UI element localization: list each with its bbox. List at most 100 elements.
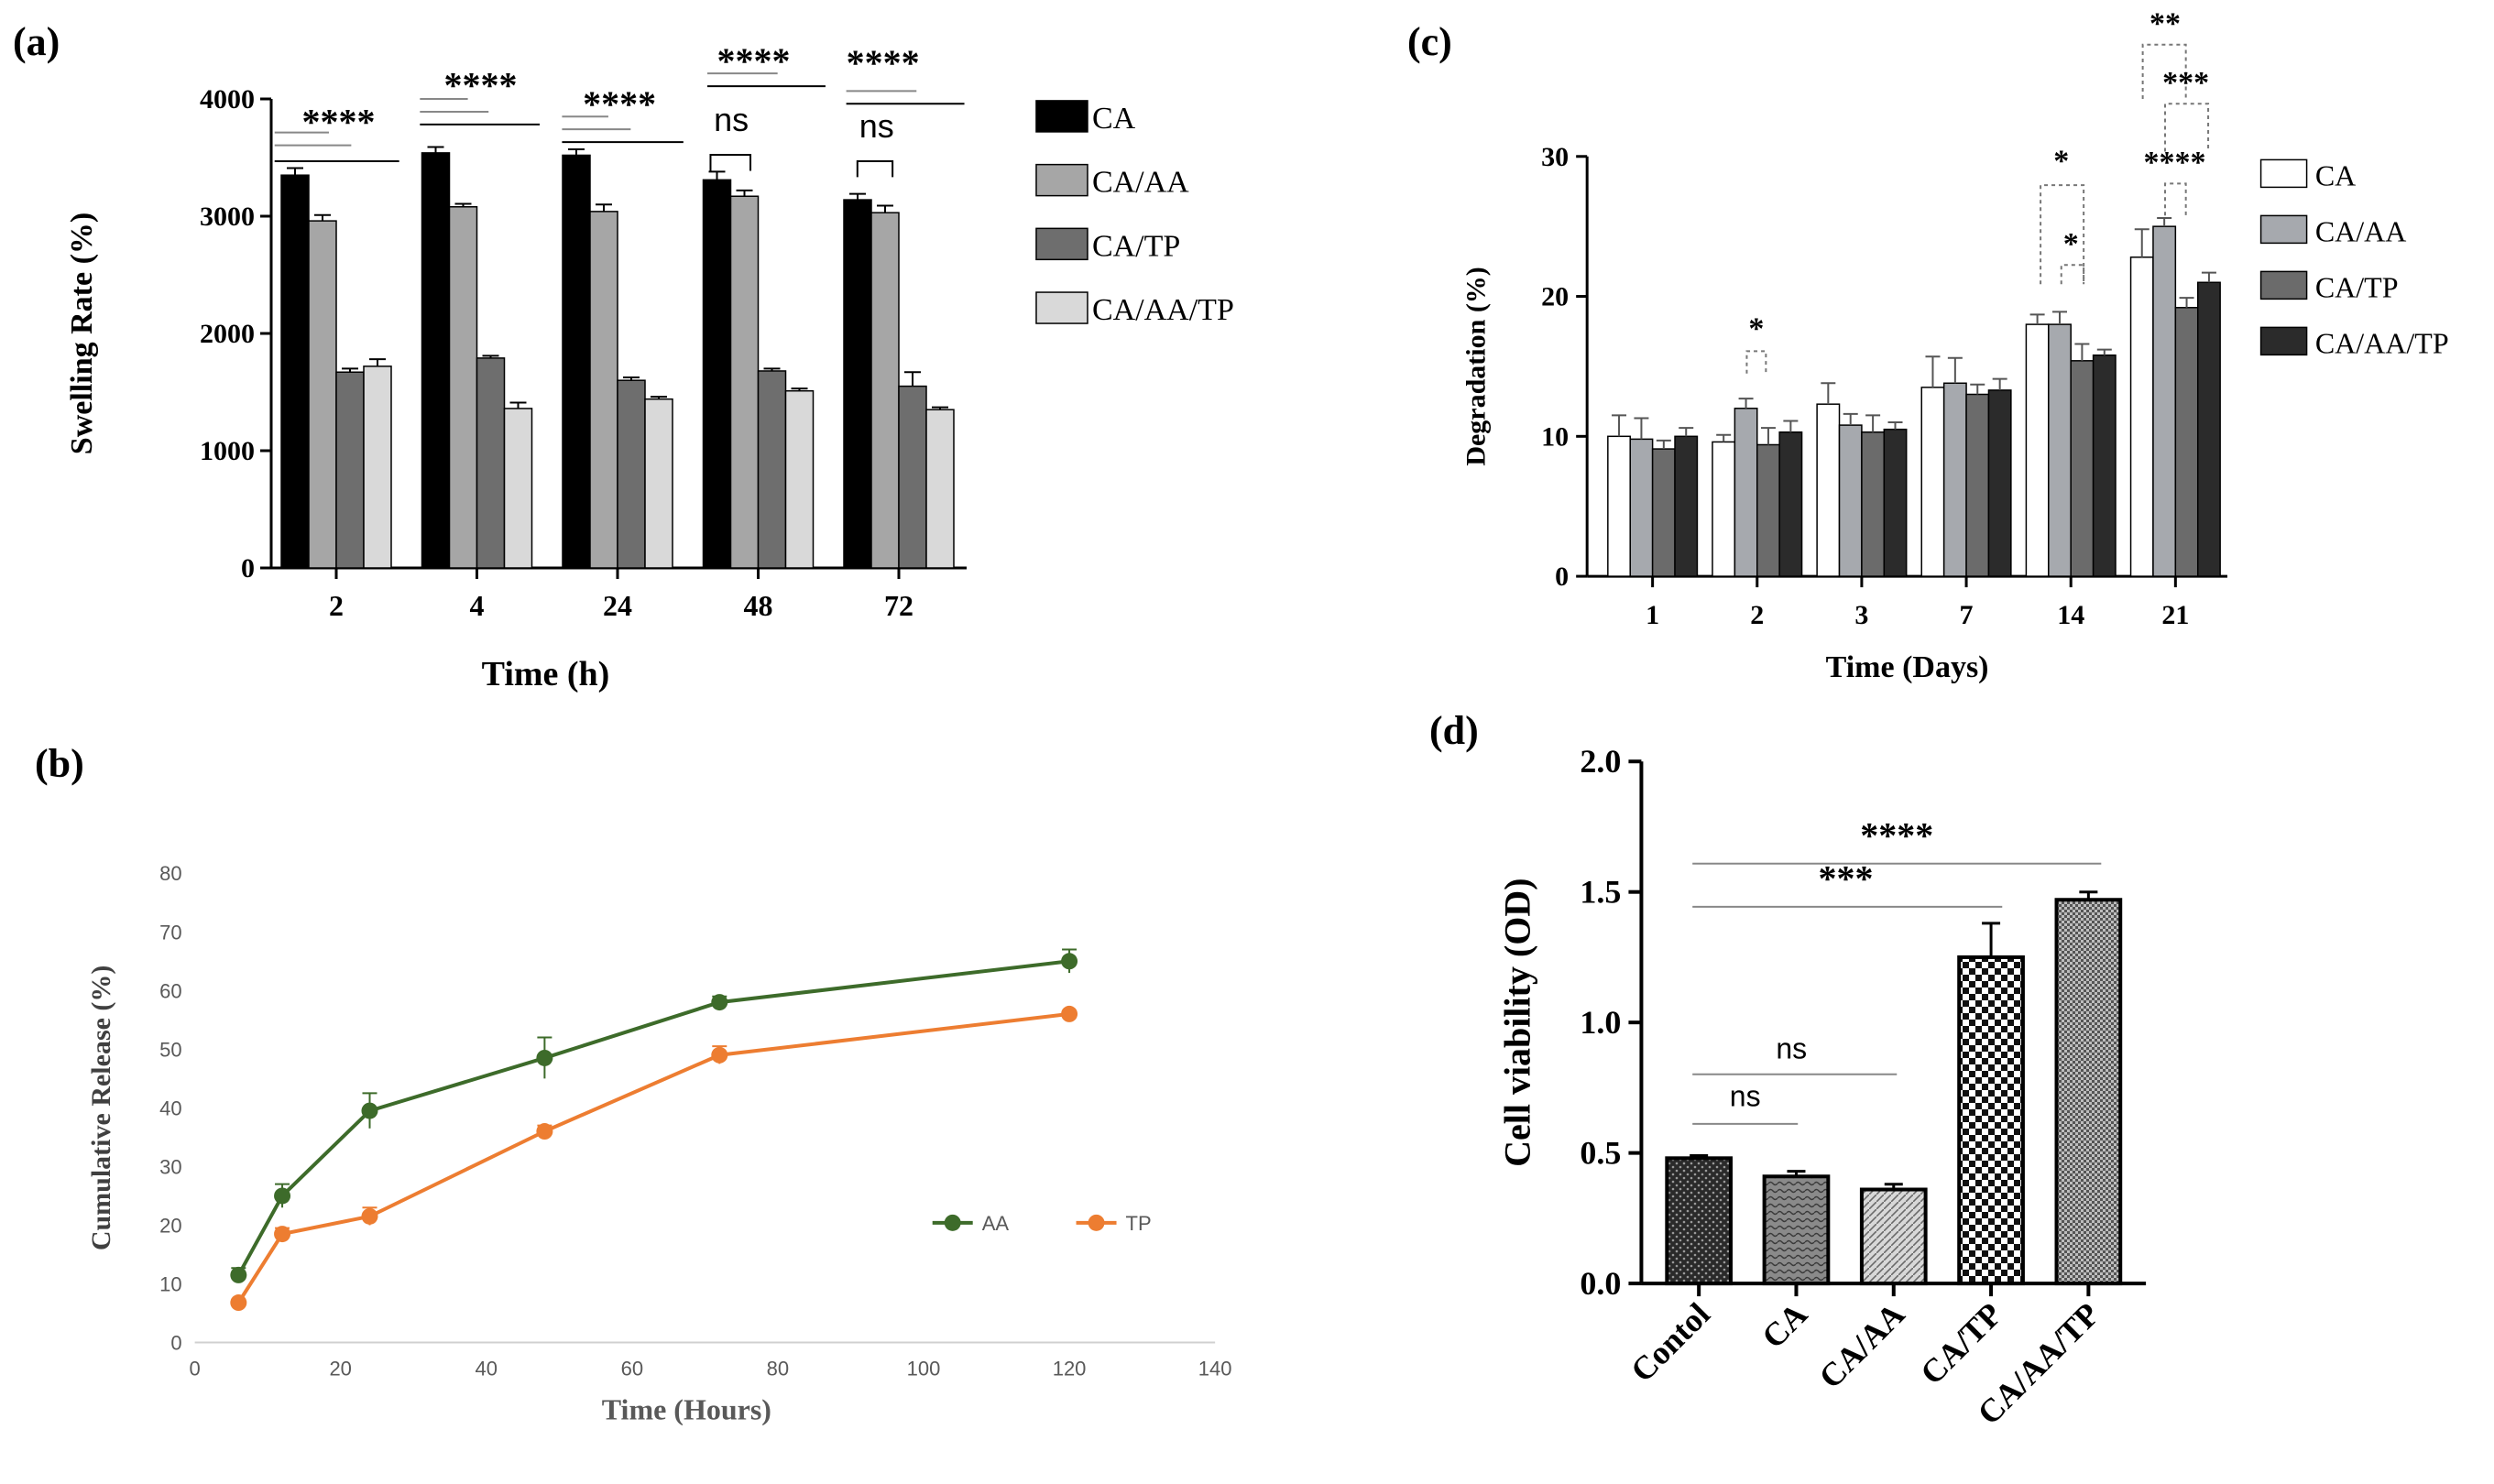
x-tick-label: 2: [1750, 600, 1764, 630]
legend-label-CA/AA: CA/AA: [1092, 166, 1189, 200]
legend-label-CA: CA: [2315, 158, 2356, 191]
y-tick-label: 30: [1541, 142, 1569, 172]
bar-CA/AA-3: [1838, 424, 1863, 577]
x-tick-label: 3: [1854, 600, 1868, 630]
x-tick-label: 24: [603, 589, 632, 622]
point-TP-120: [1061, 1005, 1078, 1022]
significance-label: **: [2149, 7, 2181, 41]
bar-CA/AA: [1859, 1187, 1928, 1286]
x-tick-label: 14: [2057, 600, 2084, 630]
chart-d: 0.0 0.5 1.0 1.5 2.0 Cell viability (OD) Contol…: [1496, 743, 2147, 1432]
legend-swatch-CA/AA/TP: [1035, 291, 1088, 324]
y-tick-label: 2.0: [1580, 743, 1621, 780]
bar-CA-24: [562, 154, 591, 569]
significance-bracket: [856, 160, 894, 178]
legend-swatch-CA/TP: [1035, 227, 1088, 261]
bar-CA/AA-7: [1942, 382, 1967, 577]
bar-CA/TP-2: [335, 371, 365, 569]
bar-CA/TP-4: [476, 357, 506, 569]
bar-CA/TP-14: [2070, 360, 2095, 577]
y-tick-label: 0.0: [1580, 1265, 1621, 1302]
panel-label-b: (b): [35, 741, 84, 786]
legend-marker-TP: [1088, 1214, 1105, 1231]
legend-label-CA/TP: CA/TP: [1092, 229, 1180, 263]
point-TP-72: [711, 1046, 728, 1064]
series-line-AA: [236, 959, 1070, 1276]
point-AA-24: [361, 1102, 378, 1119]
x-tick-label: 0: [189, 1358, 200, 1380]
significance-label: ****: [444, 64, 518, 105]
bar-CA/TP-7: [1965, 393, 1990, 577]
bar-CA/TP-24: [617, 379, 646, 569]
panel-label-a: (a): [13, 19, 60, 64]
significance-label: *: [2053, 144, 2069, 178]
bar-CA/TP: [1957, 955, 2025, 1286]
legend-label-AA: AA: [982, 1212, 1010, 1235]
significance-bracket: [709, 154, 752, 171]
legend-label-CA/AA: CA/AA: [2315, 214, 2407, 247]
x-axis-title: Time (Days): [1826, 650, 1989, 684]
legend-swatch-CA: [2259, 158, 2308, 189]
bar-CA/AA-2: [1734, 408, 1758, 577]
y-tick-label: 1.5: [1580, 874, 1621, 911]
bar-CA-72: [843, 199, 872, 569]
bar-CA/TP-48: [757, 370, 787, 569]
bar-CA-7: [1920, 387, 1945, 577]
bar-CA-2: [1712, 441, 1736, 577]
x-tick-label: 20: [329, 1358, 351, 1380]
y-axis-title: Cumulative Release (%): [86, 966, 116, 1251]
x-tick-label: 120: [1053, 1358, 1087, 1380]
bar-CA/AA-2: [308, 220, 337, 569]
chart-b: 0 10 20 30 40 50 60 70 80 0 20 40 60 80 100 120 140 Time …: [86, 862, 1232, 1425]
y-tick-label: 2000: [200, 319, 255, 349]
bar-CA/AA/TP-72: [925, 409, 955, 569]
bar-CA/AA/TP-2: [1778, 431, 1803, 577]
x-tick-label: 60: [621, 1358, 643, 1380]
legend-label-CA/TP: CA/TP: [2315, 270, 2399, 303]
significance-label: ****: [583, 83, 656, 125]
bar-CA/TP-2: [1756, 443, 1780, 577]
significance-label: ns: [1730, 1080, 1761, 1113]
bar-CA/TP-21: [2174, 307, 2199, 577]
x-tick-label: 72: [884, 589, 913, 622]
significance-bracket: [2141, 43, 2187, 100]
bar-CA-4: [421, 152, 451, 569]
bar-Contol: [1665, 1156, 1734, 1286]
chart-c: 0 10 20 30 1 2 3 7 14 21 Time (Days) Degradation (%…: [1461, 7, 2449, 684]
bar-CA/AA/TP-3: [1883, 428, 1908, 577]
bar-CA/AA/TP-4: [503, 408, 533, 569]
point-TP-24: [361, 1207, 378, 1225]
x-tick-label: 48: [744, 589, 773, 622]
bar-CA/TP-3: [1861, 431, 1886, 577]
x-tick-label: CA/TP: [1913, 1295, 2009, 1391]
significance-bracket: [2060, 264, 2085, 285]
point-AA-6: [230, 1266, 247, 1283]
significance-bracket: [2040, 184, 2085, 285]
bar-CA-2: [280, 174, 310, 569]
bar-CA-21: [2129, 256, 2154, 577]
point-AA-120: [1061, 953, 1078, 970]
bar-CA/AA/TP-2: [363, 366, 392, 569]
legend-swatch-CA/AA: [2259, 214, 2308, 245]
legend-label-CA: CA: [1092, 102, 1136, 136]
point-AA-12: [274, 1187, 291, 1205]
significance-bracket: [2164, 103, 2210, 152]
bar-CA/AA/TP: [2054, 898, 2123, 1286]
y-tick-label: 30: [159, 1155, 181, 1178]
significance-label: ****: [301, 101, 375, 142]
y-tick-label: 20: [1541, 282, 1569, 312]
x-tick-label: Contol: [1624, 1295, 1717, 1389]
y-tick-label: 4000: [200, 84, 255, 115]
bar-CA/AA/TP-1: [1674, 435, 1699, 577]
legend-swatch-CA: [1035, 100, 1088, 133]
x-axis-title: Time (h): [482, 655, 610, 693]
significance-label: ****: [1860, 814, 1933, 856]
bar-CA-14: [2025, 323, 2050, 577]
bar-CA/TP-1: [1651, 448, 1676, 577]
bar-CA/AA-14: [2048, 323, 2072, 577]
significance-bracket: [2164, 182, 2187, 216]
y-tick-label: 40: [159, 1097, 181, 1119]
bar-CA-1: [1607, 435, 1631, 577]
bar-CA/AA/TP-7: [1987, 389, 2012, 577]
